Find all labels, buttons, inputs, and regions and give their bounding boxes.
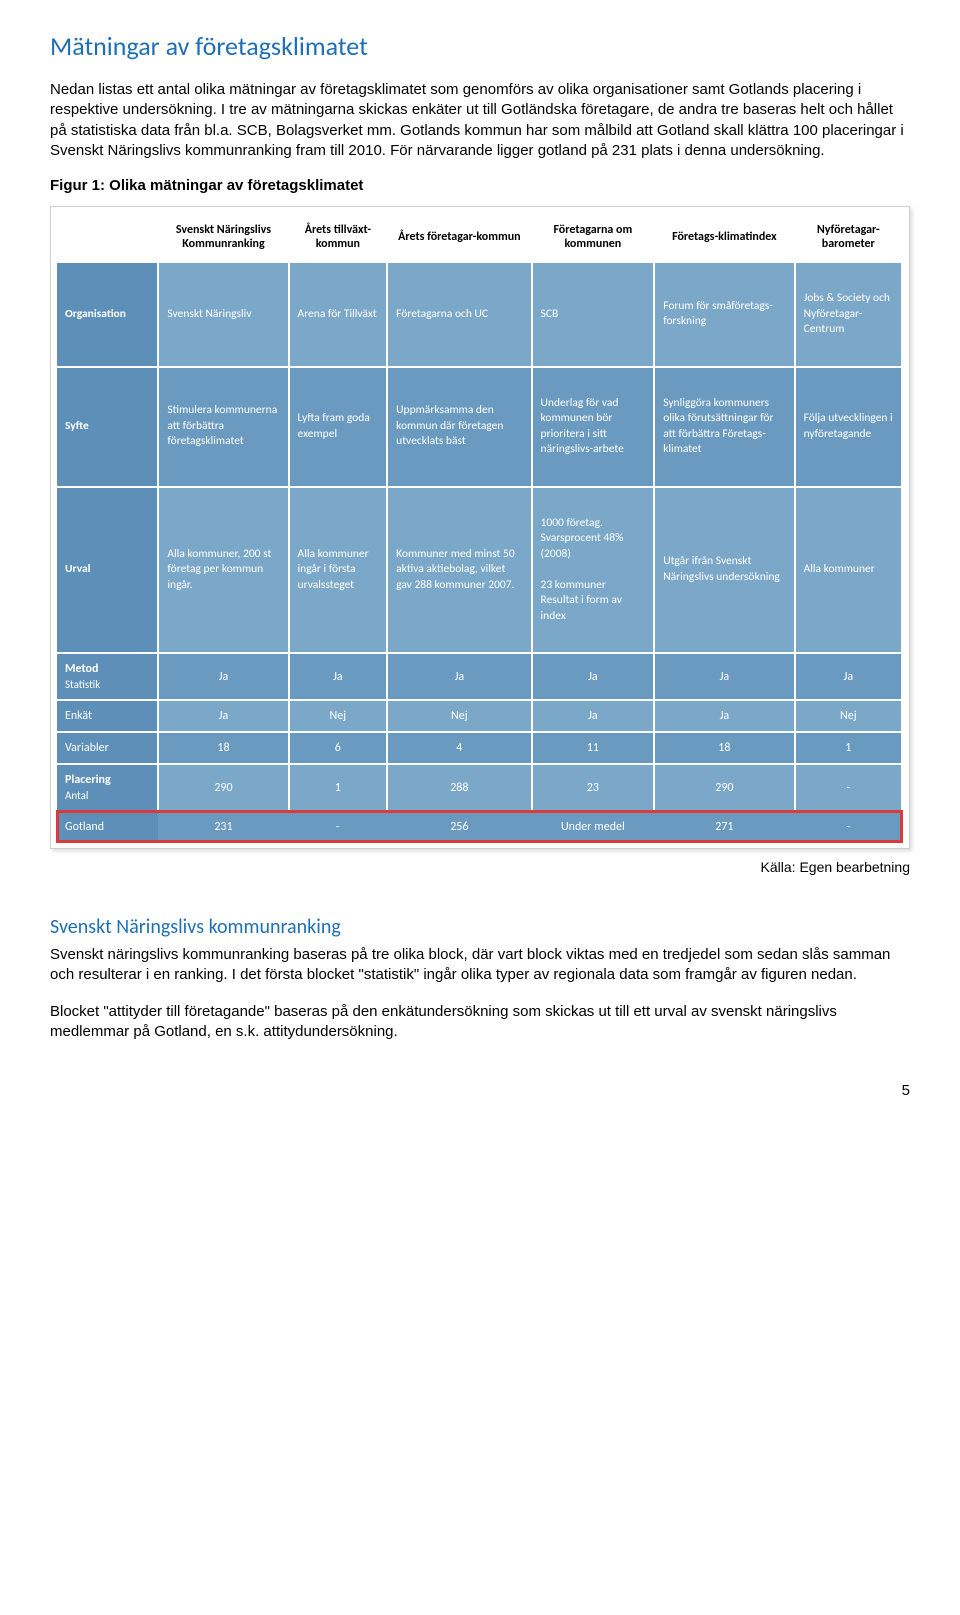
cell: Alla kommuner ingår i första urvalsstege… [289,487,388,654]
table-body: OrganisationSvenskt NäringslivArena för … [57,262,902,842]
cell: 23 [532,764,655,811]
cell: 271 [654,811,794,842]
cell: Nej [289,700,388,732]
intro-paragraph: Nedan listas ett antal olika mätningar a… [50,80,910,161]
cell: Ja [532,653,655,700]
cell: Ja [158,653,288,700]
col-header: Företagarna om kommunen [532,213,655,262]
col-header-blank [57,213,158,262]
cell: 11 [532,732,655,764]
cell: Uppmärksamma den kommun där företagen ut… [387,367,531,487]
cell: 256 [387,811,531,842]
comparison-table-container: Svenskt Näringslivs KommunrankingÅrets t… [50,206,910,849]
cell: Ja [654,700,794,732]
cell: Under medel [532,811,655,842]
col-header: Svenskt Näringslivs Kommunranking [158,213,288,262]
cell: Jobs & Society och Nyföretagar-Centrum [795,262,902,367]
cell: 4 [387,732,531,764]
cell: Ja [158,700,288,732]
cell: Nej [795,700,902,732]
comparison-table: Svenskt Näringslivs KommunrankingÅrets t… [57,213,903,842]
table-row: UrvalAlla kommuner, 200 st företag per k… [57,487,902,654]
cell: 1 [795,732,902,764]
row-header: PlaceringAntal [57,764,158,811]
row-header: Gotland [57,811,158,842]
cell: 231 [158,811,288,842]
page-title: Mätningar av företagsklimatet [50,30,910,62]
row-header: Urval [57,487,158,654]
cell: 1000 företag. Svarsprocent 48% (2008)23 … [532,487,655,654]
cell: SCB [532,262,655,367]
row-header: Variabler [57,732,158,764]
table-row: EnkätJaNejNejJaJaNej [57,700,902,732]
cell: 6 [289,732,388,764]
cell: Synliggöra kommuners olika förutsättning… [654,367,794,487]
table-row-highlight: Gotland231-256Under medel271- [57,811,902,842]
cell: 290 [654,764,794,811]
page-number: 5 [50,1082,910,1099]
section-heading: Svenskt Näringslivs kommunranking [50,915,910,939]
cell: Lyfta fram goda exempel [289,367,388,487]
cell: Forum för småföretags-forskning [654,262,794,367]
source-line: Källa: Egen bearbetning [50,859,910,875]
table-row: SyfteStimulera kommunerna att förbättra … [57,367,902,487]
figure-caption: Figur 1: Olika mätningar av företagsklim… [50,177,910,194]
cell: Alla kommuner [795,487,902,654]
cell: Följa utvecklingen i nyföretagande [795,367,902,487]
table-row: Variabler186411181 [57,732,902,764]
cell: Underlag för vad kommunen bör prioritera… [532,367,655,487]
cell: Arena för Tillväxt [289,262,388,367]
cell: 288 [387,764,531,811]
row-header: MetodStatistik [57,653,158,700]
cell: Ja [532,700,655,732]
cell: Nej [387,700,531,732]
col-header: Företags-klimatindex [654,213,794,262]
section-paragraph-2: Blocket "attityder till företagande" bas… [50,1002,910,1043]
cell: 18 [654,732,794,764]
cell: Ja [795,653,902,700]
cell: Företagarna och UC [387,262,531,367]
cell: 290 [158,764,288,811]
cell: - [795,811,902,842]
cell: - [289,811,388,842]
cell: 1 [289,764,388,811]
cell: Utgår ifrån Svenskt Näringslivs undersök… [654,487,794,654]
cell: - [795,764,902,811]
row-header: Syfte [57,367,158,487]
cell: 18 [158,732,288,764]
col-header: Nyföretagar-barometer [795,213,902,262]
cell: Stimulera kommunerna att förbättra föret… [158,367,288,487]
col-header: Årets tillväxt-kommun [289,213,388,262]
cell: Ja [387,653,531,700]
col-header: Årets företagar-kommun [387,213,531,262]
cell: Svenskt Näringsliv [158,262,288,367]
row-header: Enkät [57,700,158,732]
cell: Kommuner med minst 50 aktiva aktiebolag,… [387,487,531,654]
table-row: OrganisationSvenskt NäringslivArena för … [57,262,902,367]
cell: Ja [654,653,794,700]
table-header-row: Svenskt Näringslivs KommunrankingÅrets t… [57,213,902,262]
section-paragraph-1: Svenskt näringslivs kommunranking basera… [50,945,910,986]
cell: Alla kommuner, 200 st företag per kommun… [158,487,288,654]
row-header: Organisation [57,262,158,367]
table-row: PlaceringAntal290128823290- [57,764,902,811]
table-row: MetodStatistikJaJaJaJaJaJa [57,653,902,700]
cell: Ja [289,653,388,700]
